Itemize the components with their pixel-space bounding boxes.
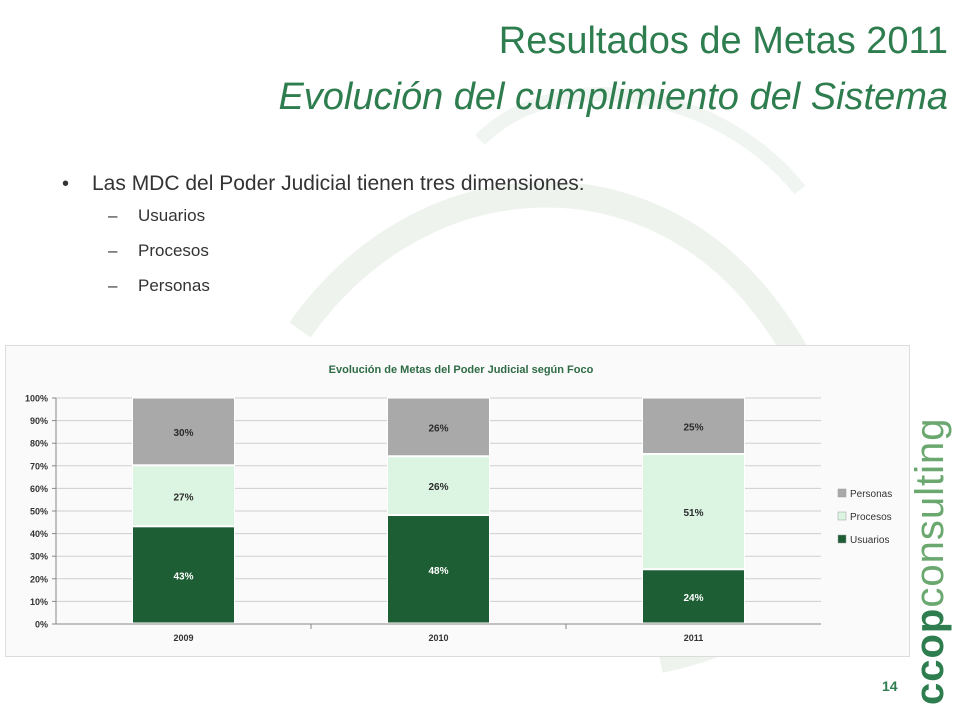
page-number: 14 [882,678,898,694]
bar-segment-personas [387,397,490,457]
y-tick-label: 10% [30,597,48,607]
sub-item-label: Procesos [138,241,209,260]
slide-subtitle: Evolución del cumplimiento del Sistema [278,76,948,118]
bullet-dot-icon: • [62,172,70,195]
legend-label: Procesos [850,512,892,523]
legend-label: Usuarios [850,535,889,546]
bar-segment-usuarios [642,569,745,624]
dash-icon: – [108,241,118,260]
y-tick-label: 80% [30,439,48,449]
data-label: 27% [173,492,193,503]
bullet-text: Las MDC del Poder Judicial tienen tres d… [92,172,585,195]
sub-item-procesos: – Procesos [108,241,585,276]
data-label: 26% [428,423,448,434]
y-tick-label: 40% [30,529,48,539]
legend-swatch [837,488,847,498]
data-label: 51% [683,508,703,519]
bar-segment-personas [642,397,745,454]
data-label: 26% [428,482,448,493]
sub-item-label: Usuarios [138,206,206,225]
legend-label: Personas [850,489,892,500]
legend-swatch [837,511,847,521]
dash-icon: – [108,276,118,295]
axis-layer: 0% 10% 20% 30% 40% 50% 60% 70% 80% 90% 100% 2009 201… [25,394,821,643]
slide-title: Resultados de Metas 2011 [498,20,948,62]
chart-panel: 43% 27% 30% 48% 26% 26% 24% 51% 25% 0% 10% 20% 30% 4… [5,345,910,657]
bullet-item: • Las MDC del Poder Judicial tienen tres… [62,172,585,196]
data-label: 30% [173,428,193,439]
y-tick-label: 100% [25,394,48,404]
y-tick-label: 90% [30,416,48,426]
data-label: 48% [428,566,448,577]
x-tick-label: 2009 [173,633,193,643]
y-tick-label: 30% [30,552,48,562]
x-tick-label: 2011 [684,633,704,643]
bar-segment-personas [132,397,235,466]
bars-layer: 43% 27% 30% 48% 26% 26% 24% 51% 25% [132,397,745,624]
legend-swatch [837,534,847,544]
brand-logo-bold: ccop [908,607,952,705]
data-label: 24% [683,593,703,604]
data-label: 25% [683,422,703,433]
bar-segment-procesos [642,454,745,570]
y-tick-label: 50% [30,507,48,517]
data-label: 43% [173,571,193,582]
dash-icon: – [108,206,118,225]
y-tick-label: 0% [35,620,48,630]
x-tick-label: 2010 [428,633,448,643]
legend: Personas Procesos Usuarios [837,488,892,546]
sub-item-personas: – Personas [108,276,585,311]
chart-title: Evolución de Metas del Poder Judicial se… [329,364,594,376]
y-tick-label: 60% [30,484,48,494]
sub-item-usuarios: – Usuarios [108,206,585,241]
stacked-bar-chart: 43%27%30%48%26%26%24%51%25% 0%10%20%30%4… [25,364,892,643]
bar-segment-usuarios [132,526,235,624]
y-tick-label: 70% [30,461,48,471]
bar-segment-usuarios [387,515,490,624]
bar-segment-procesos [132,465,235,527]
bar-segment-procesos [387,456,490,516]
sub-item-label: Personas [138,276,210,295]
bullet-list: • Las MDC del Poder Judicial tienen tres… [62,172,585,311]
sub-list: – Usuarios – Procesos – Personas [108,206,585,311]
brand-logo-rest: consulting [908,417,952,608]
y-tick-label: 20% [30,574,48,584]
brand-logo: ccopconsulting [908,418,953,705]
